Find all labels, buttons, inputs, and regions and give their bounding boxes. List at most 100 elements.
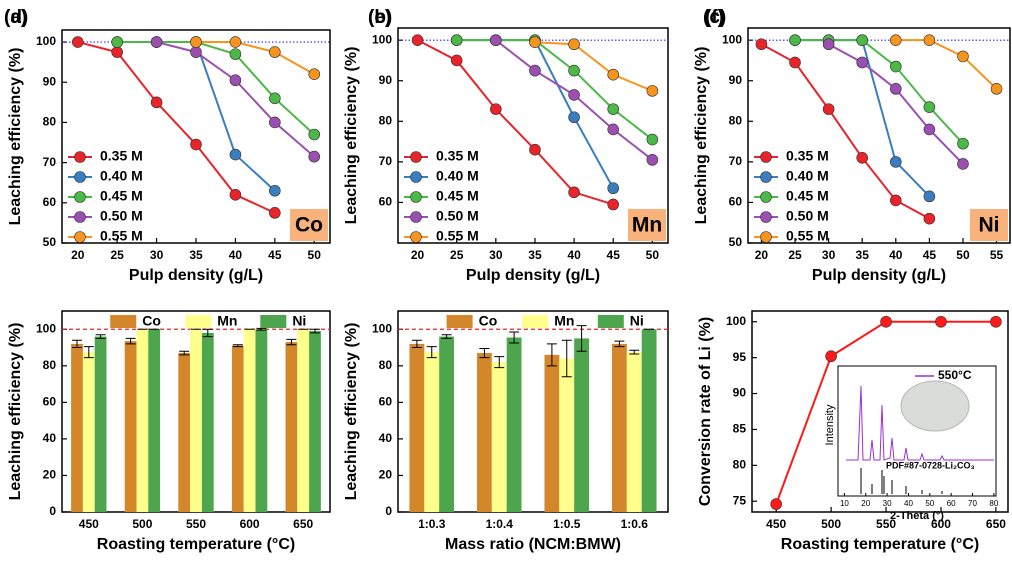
y-tick-label: 75 <box>733 493 747 507</box>
x-tick-label: 1:0.3 <box>418 517 446 531</box>
data-point <box>646 133 659 146</box>
legend-marker <box>410 191 422 203</box>
data-point <box>607 198 620 211</box>
data-point <box>71 36 84 48</box>
data-point <box>568 111 580 124</box>
annotation-box <box>970 209 1008 241</box>
data-point <box>269 92 281 105</box>
x-tick-label: 500 <box>821 517 841 531</box>
data-point <box>190 138 202 151</box>
x-tick-label: 1:0.6 <box>621 517 649 531</box>
bar <box>424 352 440 512</box>
legend-marker <box>74 211 86 223</box>
annotation-box <box>628 209 666 241</box>
bar <box>641 329 657 512</box>
error-bar <box>309 328 320 334</box>
legend-marker <box>760 151 772 163</box>
panel-label: (c) <box>703 7 726 28</box>
plot-frame <box>747 27 1011 244</box>
y-tick-label: 80 <box>733 458 747 472</box>
data-point <box>646 85 659 97</box>
y-tick-label: 60 <box>43 195 57 209</box>
legend-label: 0.50 M <box>436 208 479 224</box>
data-point <box>190 46 202 58</box>
bar <box>544 354 560 512</box>
bar <box>231 345 244 512</box>
x-tick-label: 600 <box>931 517 951 531</box>
data-point <box>957 158 969 170</box>
bar <box>148 329 161 512</box>
legend-swatch <box>522 315 549 328</box>
error-bar <box>561 339 572 378</box>
bar <box>506 337 522 512</box>
x-tick-label: 50 <box>956 248 970 262</box>
data-point <box>190 36 202 48</box>
data-point <box>450 34 463 46</box>
data-point <box>789 56 801 69</box>
y-axis-title: Leaching efficiency (%) <box>7 323 24 501</box>
y-axis-title: Conversion rate of Li (%) <box>697 317 714 506</box>
y-tick-label: 50 <box>729 235 743 249</box>
bar <box>611 343 627 512</box>
x-tick-label: 550 <box>186 517 206 531</box>
x-tick-label: 25 <box>450 248 464 262</box>
plot-frame <box>397 27 669 244</box>
series-line <box>417 39 614 206</box>
y-tick-label: 85 <box>733 422 747 436</box>
error-bar <box>441 334 452 339</box>
legend-marker <box>760 231 772 243</box>
x-tick-label: 45 <box>607 248 621 262</box>
x-tick-label: 600 <box>240 517 260 531</box>
bar <box>626 352 642 512</box>
x-tick-label: 30 <box>489 248 503 262</box>
data-point <box>856 56 869 69</box>
legend-marker <box>760 211 772 223</box>
bar <box>309 331 321 512</box>
data-point <box>568 89 580 101</box>
data-point <box>825 350 837 363</box>
data-point <box>411 34 424 46</box>
legend-label: 0.50 M <box>100 208 143 224</box>
data-point <box>269 116 281 129</box>
bar <box>124 341 137 512</box>
x-tick-label: 650 <box>986 517 1006 531</box>
legend-label: 0.45 M <box>436 188 479 204</box>
series-line <box>196 41 315 76</box>
y-tick-label: 90 <box>379 73 393 87</box>
inset-x-title: 2-Theta (°) <box>890 510 944 522</box>
y-tick-label: 100 <box>372 321 392 335</box>
data-point <box>923 212 936 225</box>
y-tick-label: 0 <box>385 504 392 518</box>
error-bar <box>479 347 490 359</box>
data-point <box>770 498 782 510</box>
data-point <box>923 101 936 113</box>
plot-frame <box>397 310 669 513</box>
annotation: Mn <box>632 214 662 237</box>
series-line <box>77 41 276 214</box>
legend-label: 0.40 M <box>786 168 829 184</box>
data-point <box>889 156 902 168</box>
inset-reference: PDF#87-0728-Li₂CO₃ <box>886 460 975 470</box>
bar <box>136 329 149 512</box>
data-point <box>229 36 242 48</box>
y-tick-label: 80 <box>43 358 57 372</box>
inset-decoration <box>837 365 997 497</box>
y-tick-label: 70 <box>729 154 743 168</box>
annotation: Co <box>295 214 323 237</box>
x-tick-label: 550 <box>876 517 896 531</box>
data-point <box>822 103 835 115</box>
data-point <box>229 188 242 201</box>
data-point <box>755 38 768 51</box>
error-bar <box>202 328 213 338</box>
legend-marker <box>74 191 86 203</box>
data-point <box>150 36 163 48</box>
data-point <box>889 60 902 73</box>
x-tick-label: 1:0.5 <box>553 517 581 531</box>
x-tick-label: 30 <box>822 248 836 262</box>
error-bar <box>72 339 83 349</box>
data-point <box>889 83 902 95</box>
data-point <box>450 54 463 67</box>
legend-label: 0.40 M <box>436 168 479 184</box>
data-point <box>607 182 620 195</box>
